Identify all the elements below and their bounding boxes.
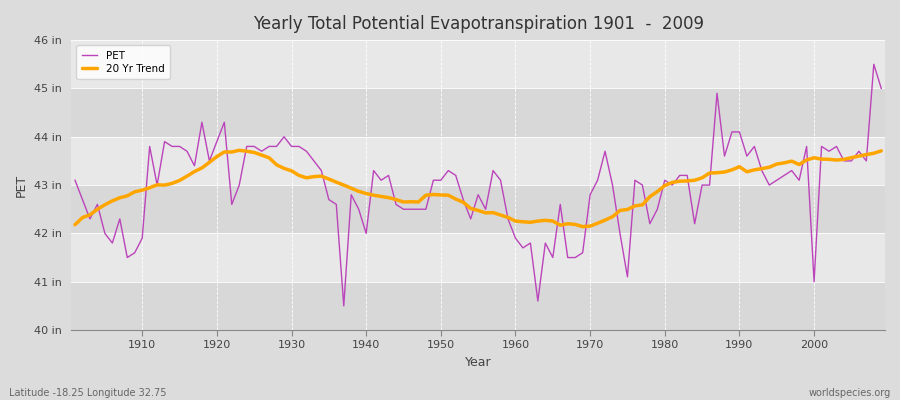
Bar [71,137,885,185]
Line: PET: PET [75,64,881,306]
20 Yr Trend [301,176,311,180]
Bar [71,40,885,88]
Bar [71,282,885,330]
PET [293,144,304,149]
Bar [71,185,885,233]
Bar [71,88,885,137]
PET [868,62,879,67]
PET [338,304,349,308]
20 Yr Trend [346,186,356,191]
Line: 20 Yr Trend: 20 Yr Trend [75,150,881,227]
PET [510,236,521,241]
PET [876,86,886,91]
Bar [71,233,885,282]
20 Yr Trend [510,219,521,224]
20 Yr Trend [876,148,886,153]
PET [608,183,618,188]
Text: Latitude -18.25 Longitude 32.75: Latitude -18.25 Longitude 32.75 [9,388,166,398]
Y-axis label: PET: PET [15,174,28,197]
20 Yr Trend [130,189,140,194]
Legend: PET, 20 Yr Trend: PET, 20 Yr Trend [76,45,169,79]
20 Yr Trend [577,224,588,229]
20 Yr Trend [615,208,626,213]
20 Yr Trend [69,222,80,227]
20 Yr Trend [518,219,528,224]
PET [518,246,528,250]
PET [346,192,356,197]
X-axis label: Year: Year [464,356,491,369]
20 Yr Trend [234,148,245,153]
Text: worldspecies.org: worldspecies.org [809,388,891,398]
PET [130,250,140,255]
PET [69,178,80,183]
Title: Yearly Total Potential Evapotranspiration 1901  -  2009: Yearly Total Potential Evapotranspiratio… [253,15,704,33]
